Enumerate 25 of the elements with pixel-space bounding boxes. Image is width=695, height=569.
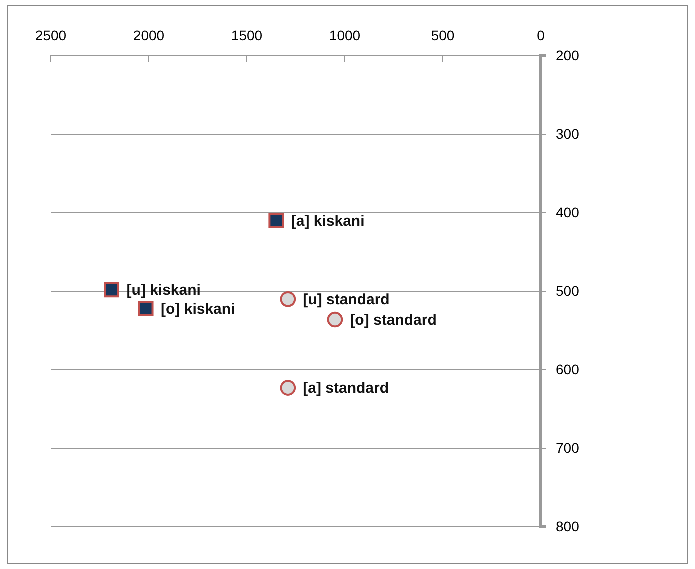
point (280, 291, 296, 308)
y-tick-label: 400 (556, 204, 580, 220)
y-tick-label: 600 (556, 361, 580, 378)
x-tick-label: 0 (537, 27, 546, 44)
y-tick-label: 800 (556, 518, 580, 534)
x-tick-label: 2500 (35, 27, 67, 44)
point (327, 312, 344, 328)
x-tick-label: 1000 (329, 27, 361, 44)
annotation: [o] standard (350, 312, 437, 329)
annotation: [u] kiskani (126, 282, 201, 299)
point (104, 282, 120, 298)
y-tick-label: 200 (556, 47, 580, 64)
point (138, 301, 154, 316)
annotation: [o] kiskani (161, 300, 236, 318)
y-tick-label: 700 (556, 440, 580, 456)
annotation: [u] standard (303, 291, 390, 308)
annotation: [a] kiskani (291, 212, 365, 230)
y-tick-label: 500 (556, 282, 580, 299)
y-tick-label: 300 (556, 126, 580, 142)
point (280, 380, 296, 396)
x-tick-label: 1500 (231, 27, 263, 44)
point (268, 213, 284, 229)
x-tick-label: 2000 (133, 27, 165, 44)
annotation: [a] standard (303, 380, 390, 398)
x-tick-label: 500 (431, 27, 455, 44)
